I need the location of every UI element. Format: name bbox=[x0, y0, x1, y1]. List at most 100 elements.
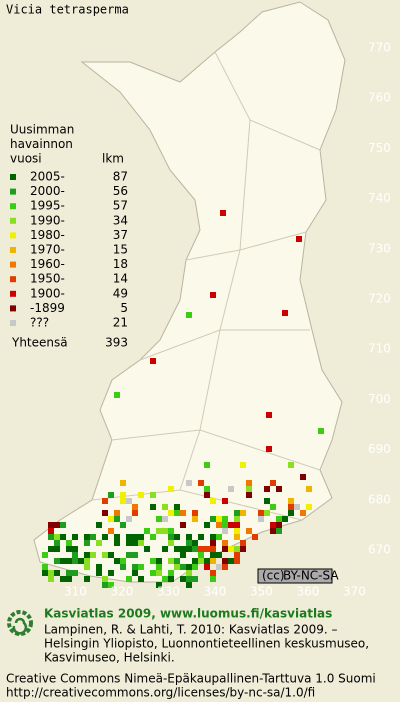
citation: Helsingin Yliopisto, Luonnontieteellinen… bbox=[44, 637, 369, 651]
observation bbox=[174, 504, 180, 510]
observation bbox=[84, 576, 90, 582]
observation bbox=[102, 534, 108, 540]
y-grid-label: 720 bbox=[368, 292, 391, 306]
observation bbox=[72, 534, 78, 540]
observation bbox=[84, 540, 90, 546]
observation bbox=[234, 558, 240, 564]
x-grid-label: 330 bbox=[157, 585, 180, 599]
observation bbox=[204, 486, 210, 492]
observation bbox=[108, 570, 114, 576]
observation bbox=[168, 576, 174, 582]
observation bbox=[228, 486, 234, 492]
observation bbox=[48, 522, 54, 528]
observation bbox=[162, 546, 168, 552]
observation bbox=[192, 540, 198, 546]
legend-swatch bbox=[10, 174, 16, 180]
observation bbox=[48, 528, 54, 534]
observation bbox=[270, 504, 276, 510]
observation bbox=[114, 534, 120, 540]
observation bbox=[168, 570, 174, 576]
observation bbox=[234, 546, 240, 552]
observation bbox=[174, 546, 180, 552]
observation bbox=[96, 540, 102, 546]
site: Kasviatlas 2009, www.luomus.fi/kasviatla… bbox=[44, 607, 332, 621]
y-grid-label: 690 bbox=[368, 442, 391, 456]
observation bbox=[222, 564, 228, 570]
observation bbox=[84, 552, 90, 558]
observation bbox=[186, 546, 192, 552]
legend-label: 2000- bbox=[30, 184, 65, 198]
observation bbox=[198, 558, 204, 564]
observation bbox=[276, 522, 282, 528]
observation bbox=[54, 522, 60, 528]
observation bbox=[156, 582, 162, 588]
observation bbox=[132, 564, 138, 570]
observation bbox=[240, 546, 246, 552]
observation bbox=[288, 462, 294, 468]
observation bbox=[132, 534, 138, 540]
legend-label: ??? bbox=[30, 316, 49, 330]
observation bbox=[174, 510, 180, 516]
observation bbox=[48, 576, 54, 582]
observation bbox=[246, 492, 252, 498]
observation bbox=[186, 480, 192, 486]
observation bbox=[276, 528, 282, 534]
observation bbox=[168, 510, 174, 516]
observation bbox=[276, 516, 282, 522]
x-grid-label: 350 bbox=[250, 585, 273, 599]
legend-swatch bbox=[10, 261, 16, 268]
observation bbox=[168, 486, 174, 492]
observation bbox=[258, 510, 264, 516]
observation bbox=[120, 498, 126, 504]
observation bbox=[210, 292, 216, 298]
observation bbox=[60, 558, 66, 564]
legend-label: 2005- bbox=[30, 170, 65, 184]
legend-total-count: 393 bbox=[105, 336, 128, 350]
observation bbox=[300, 510, 306, 516]
x-grid-label: 310 bbox=[64, 585, 87, 599]
legend-count: 15 bbox=[113, 243, 128, 257]
observation bbox=[234, 552, 240, 558]
observation bbox=[132, 510, 138, 516]
observation bbox=[186, 582, 192, 588]
legend-count: 5 bbox=[120, 301, 128, 315]
observation bbox=[48, 546, 54, 552]
observation bbox=[84, 564, 90, 570]
observation bbox=[156, 558, 162, 564]
observation bbox=[222, 558, 228, 564]
observation bbox=[120, 558, 126, 564]
observation bbox=[180, 510, 186, 516]
citation: Lampinen, R. & Lahti, T. 2010: Kasviatla… bbox=[44, 623, 338, 637]
observation bbox=[42, 564, 48, 570]
observation bbox=[186, 576, 192, 582]
observation bbox=[162, 528, 168, 534]
observation bbox=[42, 552, 48, 558]
legend-swatch bbox=[10, 203, 16, 210]
observation bbox=[120, 480, 126, 486]
observation bbox=[192, 576, 198, 582]
observation bbox=[72, 552, 78, 558]
observation bbox=[138, 540, 144, 546]
observation bbox=[132, 570, 138, 576]
observation bbox=[126, 576, 132, 582]
legend-count: 57 bbox=[113, 199, 128, 213]
legend-heading: havainnon bbox=[10, 137, 73, 151]
observation bbox=[234, 534, 240, 540]
legend-label: 1980- bbox=[30, 228, 65, 242]
license: Creative Commons Nimeä-Epäkaupallinen-Ta… bbox=[6, 672, 376, 686]
observation bbox=[108, 582, 114, 588]
observation bbox=[54, 540, 60, 546]
observation bbox=[270, 528, 276, 534]
observation bbox=[234, 516, 240, 522]
observation bbox=[270, 522, 276, 528]
legend-swatch bbox=[10, 276, 16, 283]
y-grid-label: 730 bbox=[368, 241, 391, 255]
observation bbox=[120, 564, 126, 570]
observation bbox=[186, 312, 192, 318]
observation bbox=[120, 522, 126, 528]
y-grid-label: 680 bbox=[368, 492, 391, 506]
observation bbox=[66, 540, 72, 546]
legend-swatch bbox=[10, 320, 16, 326]
license-badge: (cc) BY-NC-SA bbox=[257, 568, 339, 584]
observation bbox=[78, 558, 84, 564]
